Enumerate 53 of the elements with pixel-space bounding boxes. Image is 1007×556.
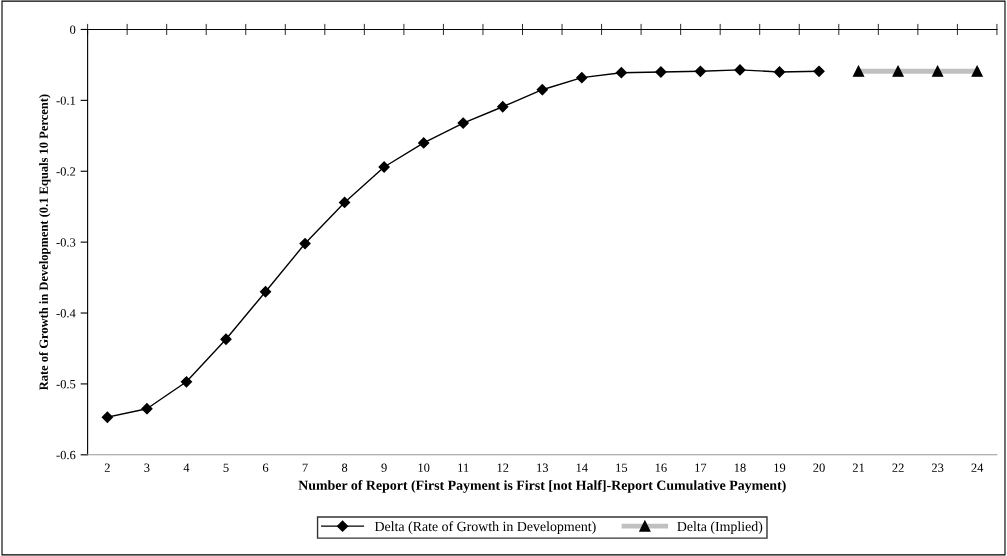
point [141,403,153,415]
point [378,161,390,173]
y-tick-label: -0.5 [56,379,76,389]
point [457,117,469,129]
y-tick-label: 0 [70,25,76,34]
x-tick-label: 23 [931,463,944,472]
x-tick-label: 20 [813,463,825,472]
point [694,65,707,77]
x-tick-label: 21 [852,463,865,472]
y-axis-title: Rate of Growth in Development (0.1 Equals 10 Percent) [39,94,51,391]
x-tick-label: 22 [892,463,904,472]
point [734,64,746,76]
x-tick-label: 24 [971,463,984,472]
y-tick-label: -0.3 [56,238,76,247]
x-tick-label: 18 [734,463,746,472]
legend-label: Delta (Rate of Growth in Development) [374,521,596,534]
point [259,286,272,298]
x-tick-label: 6 [262,463,269,472]
x-tick-label: 9 [381,463,387,472]
y-tick-label: -0.4 [56,309,76,318]
x-tick-label: 7 [302,463,308,472]
point [418,137,430,149]
x-tick-label: 2 [104,463,110,472]
x-tick-label: 19 [774,463,786,472]
point [536,84,548,96]
x-tick-label: 17 [695,463,707,472]
point [180,376,193,388]
point [655,66,667,78]
x-tick-label: 13 [537,463,549,472]
point [576,72,588,84]
point [299,237,311,250]
point [220,333,232,345]
x-tick-label: 16 [655,463,667,472]
x-tick-label: 3 [144,463,150,472]
point [497,101,509,113]
y-tick-label: -0.1 [56,96,76,105]
x-tick-label: 15 [616,463,628,472]
x-tick-label: 8 [341,463,348,472]
point [773,66,786,78]
x-tick-label: 11 [458,463,469,472]
x-axis-title: Number of Report (First Payment is First [not Half]-Report Cumulative Payment) [298,480,786,493]
point [615,67,627,79]
x-tick-label: 5 [223,463,229,472]
x-tick-label: 4 [183,463,190,472]
x-tick-label: 12 [497,463,509,472]
y-tick-label: -0.2 [56,167,76,176]
point [813,65,825,77]
legend-label: Delta (Implied) [677,521,763,534]
y-tick-label: -0.6 [56,450,76,460]
point [338,196,351,209]
x-tick-label: 10 [418,463,430,472]
x-tick-label: 14 [576,463,588,472]
point [101,411,113,423]
